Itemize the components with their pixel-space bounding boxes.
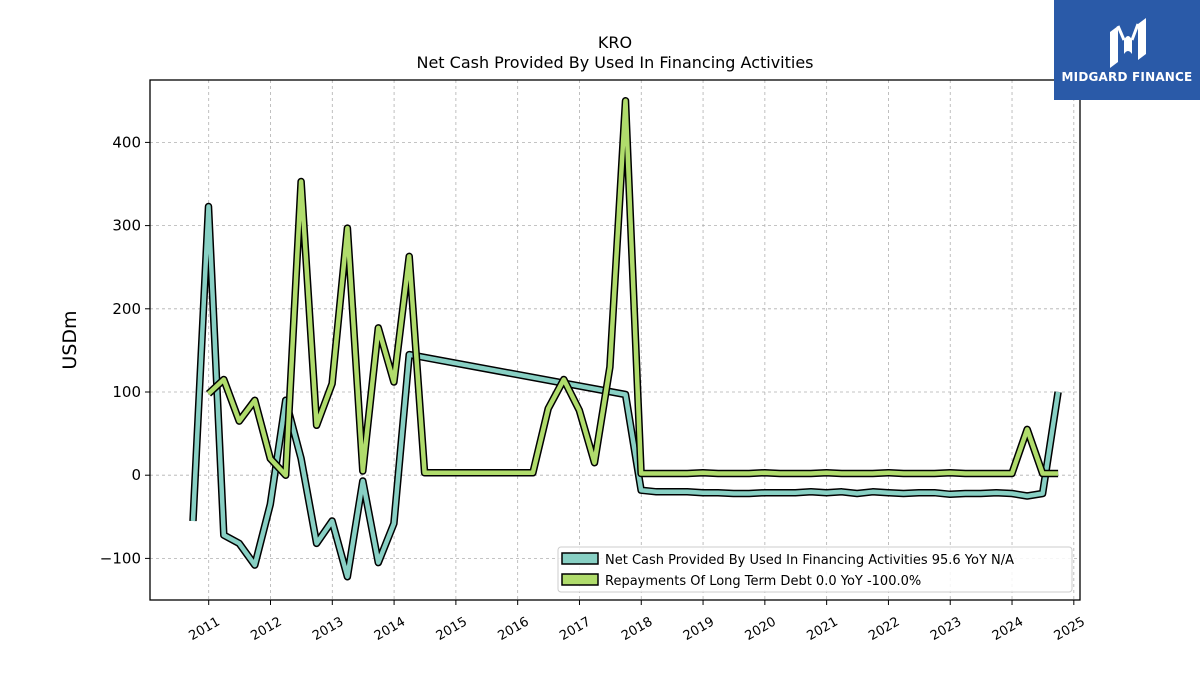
series-line-1 xyxy=(206,98,1059,478)
x-tick-label: 2016 xyxy=(496,614,532,644)
x-tick-label: 2020 xyxy=(743,614,779,644)
x-tick-label: 2015 xyxy=(434,614,470,644)
y-tick-label: 200 xyxy=(112,300,141,318)
x-tick-label: 2018 xyxy=(619,614,655,644)
x-tick-label: 2025 xyxy=(1052,614,1088,644)
x-tick-label: 2013 xyxy=(310,614,346,644)
y-tick-label: 400 xyxy=(112,133,141,151)
legend-swatch-net-cash xyxy=(561,552,599,565)
chart-title: Net Cash Provided By Used In Financing A… xyxy=(416,53,813,72)
x-tick-label: 2017 xyxy=(557,614,593,644)
legend: Net Cash Provided By Used In Financing A… xyxy=(557,546,1073,593)
legend-swatch-repayments xyxy=(561,573,599,586)
y-tick-label: 100 xyxy=(112,383,141,401)
y-axis-ticks: −100 0 100 200 300 400 xyxy=(100,133,150,567)
chart-title-ticker: KRO xyxy=(598,33,632,52)
x-tick-label: 2022 xyxy=(866,614,902,644)
x-tick-label: 2012 xyxy=(248,614,284,644)
y-tick-label: −100 xyxy=(100,549,141,567)
x-tick-label: 2023 xyxy=(928,614,964,644)
x-axis-ticks: 2011 2012 2013 2014 2015 2016 2017 2018 2019 2020… xyxy=(187,600,1088,644)
legend-box xyxy=(557,546,1073,593)
midgard-finance-logo: MIDGARD FINANCE xyxy=(1054,0,1200,100)
y-axis-label: USDm xyxy=(59,310,81,369)
series-line-0 xyxy=(190,204,1061,579)
midgard-logo-icon xyxy=(1110,18,1146,68)
x-tick-label: 2011 xyxy=(187,614,223,644)
x-tick-label: 2019 xyxy=(681,614,717,644)
x-tick-label: 2014 xyxy=(372,614,408,644)
legend-label-repayments: Repayments Of Long Term Debt 0.0 YoY -10… xyxy=(605,574,921,589)
plot-frame xyxy=(149,79,1081,601)
x-tick-label: 2021 xyxy=(804,614,840,644)
series-outline-0 xyxy=(189,202,1062,581)
logo-wordmark: MIDGARD FINANCE xyxy=(1061,70,1193,84)
legend-label-net-cash: Net Cash Provided By Used In Financing A… xyxy=(605,553,1014,568)
y-tick-label: 0 xyxy=(131,466,141,484)
x-tick-label: 2024 xyxy=(990,614,1026,644)
series-lines xyxy=(189,97,1062,581)
y-tick-label: 300 xyxy=(112,217,141,235)
